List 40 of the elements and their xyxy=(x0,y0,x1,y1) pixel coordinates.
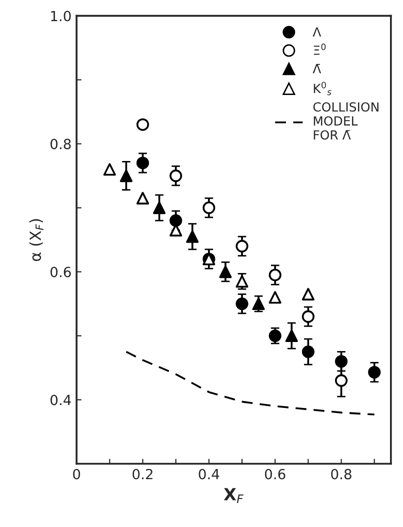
legend-label: COLLISION MODEL FOR Λ̄ xyxy=(313,102,378,140)
point xyxy=(202,202,216,214)
y-tick-label: 0.4 xyxy=(50,394,71,406)
point xyxy=(236,275,248,288)
point xyxy=(285,329,298,342)
y-tick-label: 0.8 xyxy=(50,138,71,150)
point xyxy=(153,202,166,214)
point xyxy=(368,366,381,379)
legend-label: Λ xyxy=(312,27,322,37)
point xyxy=(136,192,150,204)
point xyxy=(334,355,348,368)
point xyxy=(236,240,248,252)
point xyxy=(334,374,348,387)
point xyxy=(236,297,248,310)
point xyxy=(186,230,199,243)
point xyxy=(268,291,282,304)
point xyxy=(302,345,314,358)
point xyxy=(120,170,132,182)
point xyxy=(170,214,182,227)
point xyxy=(170,170,182,182)
y-tick-label: 0.6 xyxy=(50,266,71,278)
x-tick-label: 0.8 xyxy=(331,468,352,480)
x-tick-label: 0.2 xyxy=(132,468,152,480)
point xyxy=(136,118,150,131)
y-axis-title: α (X$_{F}$) xyxy=(29,219,44,262)
x-tick-label: 0 xyxy=(73,468,80,480)
point xyxy=(136,156,150,170)
point xyxy=(103,163,116,176)
point xyxy=(302,310,314,323)
point xyxy=(268,268,282,282)
legend-label: K$^{0}$$_{s}$ xyxy=(314,82,332,96)
y-tick-label: 1.0 xyxy=(51,10,71,22)
legend-label: Ξ$^{0}$ xyxy=(314,44,326,55)
legend-label: Λ̄ xyxy=(312,64,322,74)
x-axis-title: X$_{F}$ xyxy=(224,488,244,503)
x-tick-label: 0.4 xyxy=(198,468,220,480)
line-series xyxy=(125,350,376,416)
x-tick-label: 0.6 xyxy=(264,468,286,480)
point xyxy=(219,266,232,278)
point xyxy=(302,288,314,300)
